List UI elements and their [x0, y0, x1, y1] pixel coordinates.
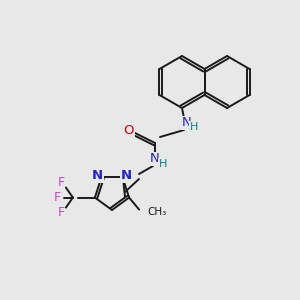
Text: H: H	[159, 159, 167, 169]
Text: N: N	[92, 169, 103, 182]
Text: F: F	[57, 206, 64, 219]
Text: N: N	[121, 169, 132, 182]
Text: F: F	[57, 176, 64, 189]
Text: N: N	[182, 116, 192, 130]
Text: N: N	[150, 152, 160, 166]
Text: H: H	[190, 122, 198, 132]
Text: O: O	[124, 124, 134, 137]
Text: F: F	[53, 191, 60, 204]
Text: CH₃: CH₃	[147, 207, 167, 217]
